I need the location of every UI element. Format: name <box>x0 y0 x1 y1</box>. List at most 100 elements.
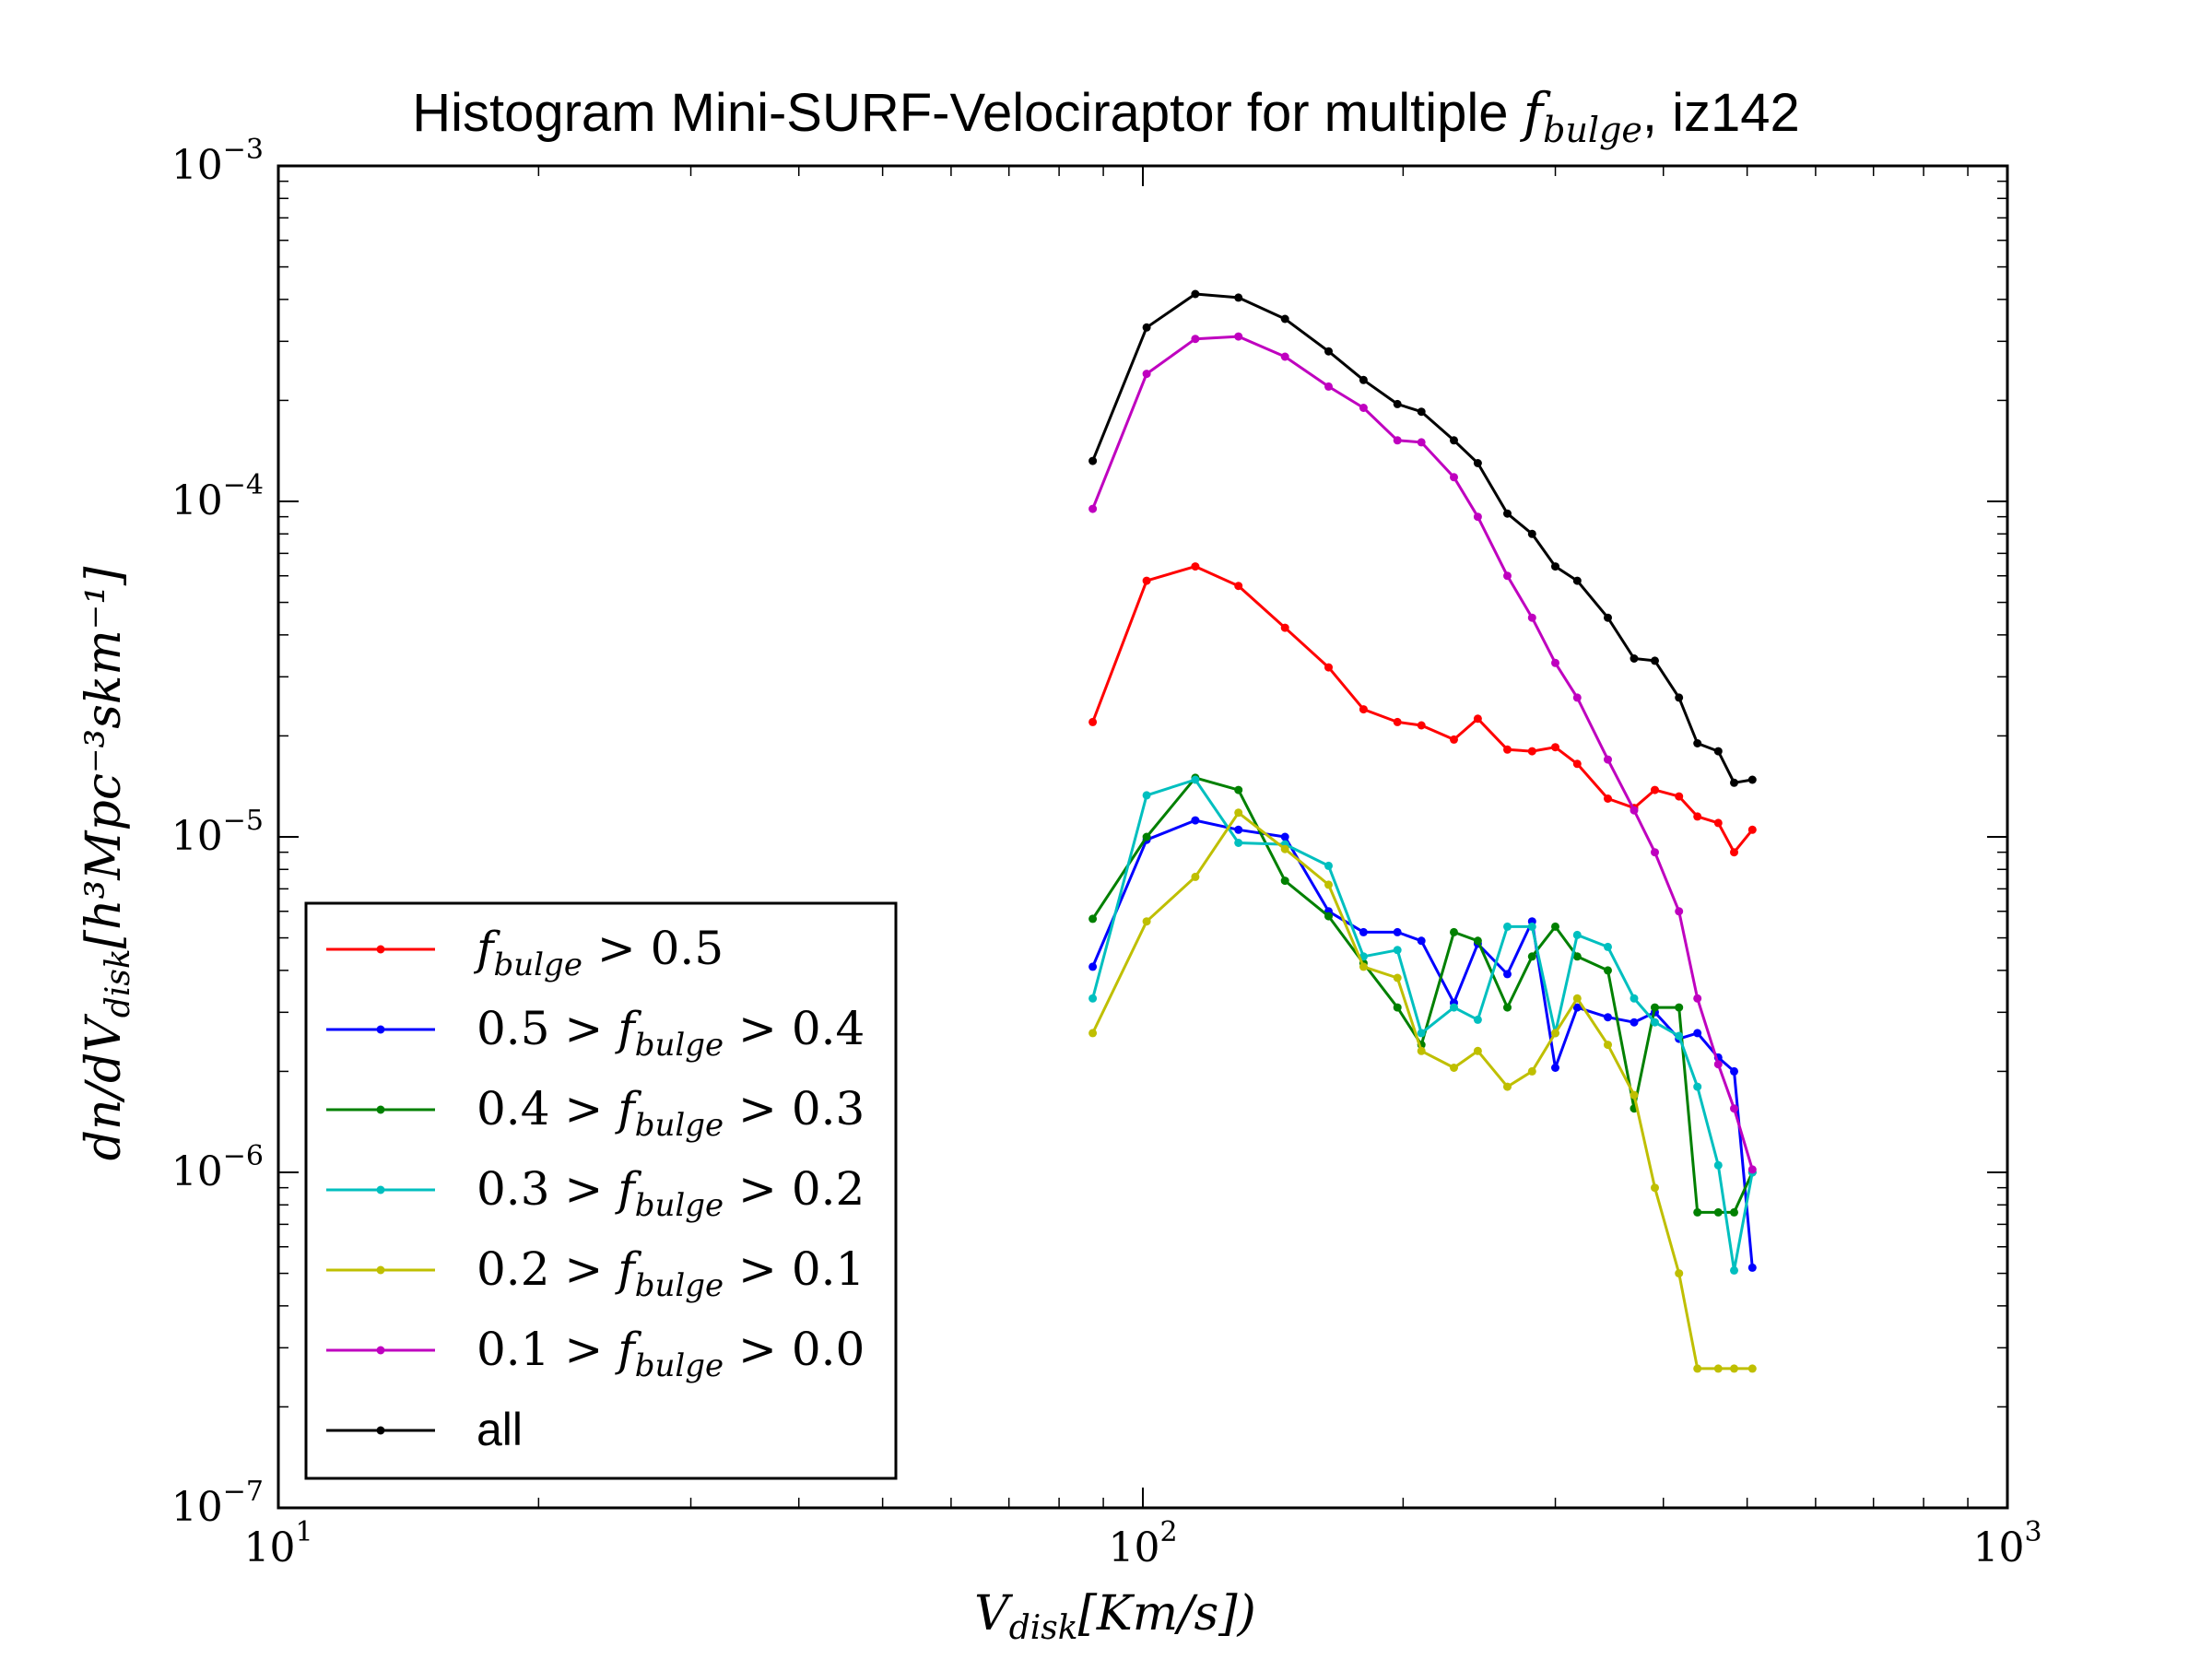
data-point <box>1604 613 1612 622</box>
data-point <box>1747 1364 1757 1373</box>
data-point <box>1191 562 1200 571</box>
data-point <box>1630 994 1639 1003</box>
data-point <box>1450 735 1458 744</box>
x-tick-label: 103 <box>1972 1516 2041 1571</box>
data-point <box>1675 693 1684 702</box>
data-point <box>1503 1082 1512 1091</box>
data-point <box>1604 942 1612 951</box>
legend-label: 0.2 > fbulge > 0.1 <box>477 1242 865 1304</box>
data-point <box>1324 861 1333 870</box>
data-point <box>1713 818 1723 828</box>
data-point <box>1630 806 1639 815</box>
data-point <box>1747 825 1757 834</box>
data-point <box>1604 755 1612 764</box>
legend-item-4: 0.2 > fbulge > 0.1 <box>326 1242 865 1304</box>
data-point <box>1675 1269 1684 1278</box>
series-4 <box>1088 808 1757 1373</box>
y-tick-label: 10−7 <box>171 1476 264 1531</box>
data-point <box>1417 936 1426 946</box>
data-point <box>1359 375 1368 384</box>
legend-marker <box>376 945 385 954</box>
data-point <box>1234 582 1243 591</box>
data-point <box>1450 1064 1458 1072</box>
data-point <box>1473 936 1482 946</box>
data-point <box>1527 1066 1536 1076</box>
data-point <box>1503 745 1512 754</box>
y-axis-symbol: dn/dV <box>76 1014 132 1161</box>
data-point <box>1393 1003 1402 1012</box>
data-point <box>1551 922 1559 931</box>
data-point <box>1088 1029 1098 1038</box>
data-point <box>1551 562 1559 571</box>
data-point <box>1393 973 1402 982</box>
data-point <box>1324 912 1333 921</box>
data-point <box>1730 1104 1738 1113</box>
data-point <box>1473 1046 1482 1055</box>
title-suffix: , iz142 <box>1642 83 1800 143</box>
plot-area <box>1088 289 1757 1373</box>
data-point <box>1450 1003 1458 1012</box>
data-point <box>1675 1031 1684 1041</box>
legend-label: 0.3 > fbulge > 0.2 <box>477 1162 865 1224</box>
data-point <box>1730 1364 1738 1373</box>
data-point <box>1191 872 1200 881</box>
legend-item-1: 0.5 > fbulge > 0.4 <box>326 1002 865 1064</box>
data-point <box>1713 1060 1723 1069</box>
data-point <box>1551 658 1559 667</box>
series-line-4 <box>1091 811 1753 1371</box>
data-point <box>1675 907 1684 916</box>
data-point <box>1417 1046 1426 1055</box>
data-point <box>1142 576 1151 585</box>
data-point <box>1713 1160 1723 1170</box>
data-point <box>1730 1207 1738 1217</box>
data-point <box>1503 1003 1512 1012</box>
series-line-0 <box>1091 565 1754 854</box>
data-point <box>1234 839 1243 847</box>
legend-marker <box>376 1426 385 1435</box>
data-point <box>1604 1041 1612 1050</box>
data-point <box>1651 656 1659 665</box>
data-point <box>1730 778 1738 787</box>
legend-label: all <box>477 1404 523 1455</box>
data-point <box>1191 775 1200 784</box>
data-point <box>1693 812 1702 821</box>
y-tick-label: 10−6 <box>171 1140 264 1195</box>
data-point <box>1693 1082 1702 1091</box>
legend-marker <box>376 1025 385 1034</box>
data-point <box>1088 717 1098 726</box>
legend-label: 0.1 > fbulge > 0.0 <box>477 1323 865 1384</box>
data-point <box>1630 1018 1639 1027</box>
data-point <box>1572 759 1582 769</box>
data-point <box>1503 970 1512 979</box>
data-point <box>1191 335 1200 344</box>
data-point <box>1234 293 1243 302</box>
data-point <box>1393 436 1402 445</box>
data-point <box>1713 747 1723 756</box>
data-point <box>1527 922 1536 931</box>
data-point <box>1730 1265 1738 1275</box>
data-point <box>1417 1029 1426 1038</box>
data-point <box>1551 1029 1559 1038</box>
data-point <box>1393 399 1402 408</box>
data-point <box>1234 825 1243 834</box>
data-point <box>1142 832 1151 841</box>
data-point <box>1572 952 1582 961</box>
legend-item-3: 0.3 > fbulge > 0.2 <box>326 1162 865 1224</box>
data-point <box>1280 832 1289 841</box>
data-point <box>1450 473 1458 482</box>
x-tick-label: 101 <box>243 1516 312 1571</box>
data-point <box>1604 966 1612 975</box>
data-point <box>1572 994 1582 1003</box>
data-point <box>1393 927 1402 936</box>
legend-marker <box>376 1346 385 1355</box>
data-point <box>1234 332 1243 341</box>
data-point <box>1747 775 1757 784</box>
data-point <box>1527 747 1536 756</box>
data-point <box>1417 438 1426 447</box>
title-symbol-sub: bulge <box>1543 110 1642 150</box>
data-point <box>1503 509 1512 518</box>
legend-marker <box>376 1105 385 1114</box>
series-6 <box>1088 289 1757 787</box>
data-point <box>1572 930 1582 939</box>
data-point <box>1713 1364 1723 1373</box>
